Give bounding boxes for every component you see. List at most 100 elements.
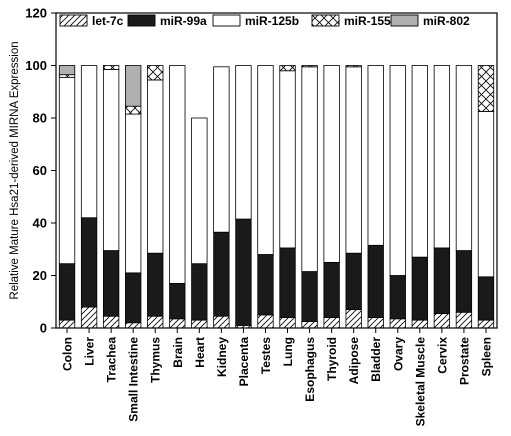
- plot-frame: [55, 12, 498, 329]
- y-axis: 0 20 40 60 80 100 120: [25, 6, 56, 336]
- bar-spleen-let-7c: [477, 319, 495, 329]
- x-tick-label-colon: Colon: [61, 337, 75, 371]
- bar-placenta-mir-125b: [235, 65, 252, 220]
- legend-swatch-mir-802: [390, 14, 419, 27]
- bar-ovary-mir-125b: [389, 65, 406, 276]
- x-tick-label-lung: Lung: [281, 337, 295, 366]
- bar-thymus-mir-99a: [147, 252, 164, 317]
- bar-prostate-mir-125b: [455, 65, 473, 251]
- bar-testes-mir-99a: [257, 254, 274, 316]
- bar-trachea-mir-125b: [102, 69, 120, 251]
- bar-adipose-mir-125b: [345, 66, 362, 254]
- x-tick-label-bladder: Bladder: [369, 337, 383, 382]
- bar-trachea-mir-99a: [102, 250, 120, 317]
- bar-colon-mir-802: [58, 65, 76, 76]
- bar-liver-mir-125b: [80, 65, 98, 219]
- bar-kidney-mir-99a: [213, 231, 230, 317]
- bar-colon-let-7c: [58, 319, 76, 329]
- bar-thymus-let-7c: [147, 315, 164, 329]
- bar-brain-mir-125b: [169, 65, 186, 284]
- legend-label-mir-99a: miR-99a: [160, 14, 207, 28]
- y-tick-label: 100: [25, 58, 47, 73]
- bar-adipose-mir-155: [345, 65, 362, 68]
- legend: let-7c miR-99a miR-125b miR-155 miR-802: [59, 14, 470, 28]
- x-tick-label-prostate: Prostate: [457, 337, 471, 385]
- bar-lung-let-7c: [279, 317, 296, 329]
- bar-thymus-mir-155: [147, 65, 164, 81]
- bar-thymus-mir-125b: [147, 79, 164, 254]
- x-tick-label-cervix: Cervix: [435, 337, 449, 374]
- bar-trachea-mir-155: [102, 65, 120, 70]
- bar-kidney-let-7c: [213, 315, 230, 329]
- bar-brain-let-7c: [169, 318, 186, 329]
- legend-label-let-7c: let-7c: [92, 14, 124, 28]
- bar-lung-mir-99a: [279, 247, 296, 318]
- bar-esophagus-mir-99a: [301, 271, 318, 322]
- bar-small-intestine-mir-802: [125, 65, 142, 107]
- bar-lung-mir-125b: [279, 70, 296, 249]
- x-tick-label-liver: Liver: [83, 337, 97, 366]
- bar-spleen-mir-125b: [477, 111, 495, 278]
- x-tick-label-testes: Testes: [259, 337, 273, 374]
- bar-testes-mir-125b: [257, 65, 274, 255]
- legend-swatch-mir-125b: [212, 14, 241, 27]
- bar-heart-let-7c: [191, 319, 208, 329]
- x-tick-label-skeletal-muscle: Skeletal Muscle: [413, 337, 427, 427]
- bar-skeletal-muscle-let-7c: [411, 319, 428, 329]
- x-tick-label-brain: Brain: [171, 337, 185, 368]
- bar-bladder-mir-99a: [367, 244, 384, 318]
- bar-spleen-mir-155: [477, 65, 495, 112]
- legend-label-mir-125b: miR-125b: [245, 14, 299, 28]
- bar-cervix-let-7c: [433, 313, 451, 329]
- bar-liver-mir-99a: [80, 217, 98, 308]
- x-tick-label-ovary: Ovary: [391, 337, 405, 371]
- x-tick-label-spleen: Spleen: [479, 337, 493, 376]
- bar-cervix-mir-99a: [433, 247, 451, 314]
- bar-colon-mir-125b: [58, 76, 76, 265]
- bar-prostate-mir-99a: [455, 250, 473, 313]
- bar-testes-let-7c: [257, 314, 274, 329]
- bar-heart-mir-99a: [191, 263, 208, 321]
- bar-heart-mir-125b: [191, 117, 208, 265]
- bar-spleen-mir-99a: [477, 276, 495, 321]
- bar-small-intestine-mir-99a: [125, 272, 142, 324]
- bar-adipose-mir-99a: [345, 252, 362, 311]
- bar-adipose-let-7c: [345, 309, 362, 329]
- x-tick-label-thymus: Thymus: [149, 337, 163, 383]
- bar-thyroid-mir-99a: [323, 261, 340, 318]
- y-tick-label: 0: [40, 321, 47, 336]
- x-axis: Colon Liver Trachea Small Intestine Thymus Br…: [61, 328, 493, 427]
- y-tick-label: 20: [33, 268, 47, 283]
- bar-thyroid-mir-125b: [323, 65, 340, 263]
- x-tick-label-kidney: Kidney: [215, 337, 229, 377]
- x-tick-label-esophagus: Esophagus: [303, 337, 317, 402]
- legend-label-mir-802: miR-802: [423, 14, 470, 28]
- bar-kidney-mir-125b: [213, 66, 230, 233]
- bar-esophagus-let-7c: [301, 321, 318, 329]
- bar-trachea-let-7c: [102, 315, 120, 329]
- bar-small-intestine-mir-125b: [125, 113, 142, 274]
- x-tick-label-trachea: Trachea: [105, 337, 119, 383]
- bars-layer: [58, 65, 495, 329]
- y-axis-title: Relative Mature Hsa21-derived MIRNA Expr…: [9, 41, 21, 299]
- bar-colon-mir-99a: [58, 263, 76, 321]
- bar-ovary-let-7c: [389, 318, 406, 329]
- bar-liver-let-7c: [80, 306, 98, 329]
- y-tick-label: 60: [33, 163, 47, 178]
- bar-brain-mir-99a: [169, 282, 186, 320]
- bar-skeletal-muscle-mir-99a: [411, 256, 428, 321]
- bar-bladder-let-7c: [367, 317, 384, 329]
- x-tick-label-thyroid: Thyroid: [325, 337, 339, 381]
- x-tick-label-heart: Heart: [193, 337, 207, 368]
- legend-swatch-mir-155: [311, 14, 340, 27]
- bar-ovary-mir-99a: [389, 275, 406, 320]
- bar-lung-mir-155: [279, 65, 296, 72]
- bar-thyroid-let-7c: [323, 317, 340, 329]
- bar-esophagus-mir-125b: [301, 66, 318, 272]
- bar-skeletal-muscle-mir-125b: [411, 65, 428, 258]
- bar-bladder-mir-125b: [367, 65, 384, 246]
- y-tick-label: 40: [33, 216, 47, 231]
- x-tick-label-adipose: Adipose: [347, 337, 361, 385]
- bar-small-intestine-let-7c: [125, 322, 142, 329]
